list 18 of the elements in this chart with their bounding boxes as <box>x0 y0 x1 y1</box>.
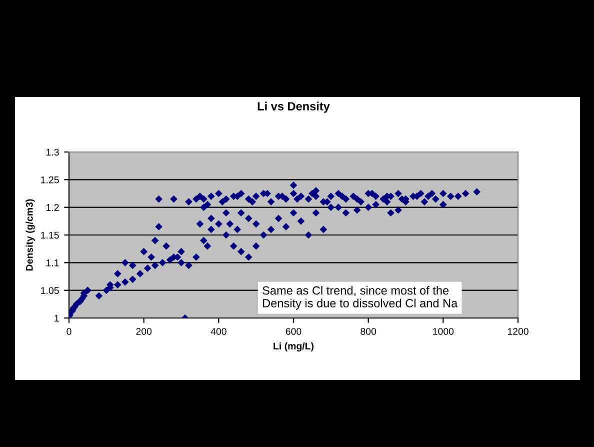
y-axis-title: Density (g/cm3) <box>26 199 35 271</box>
y-tick-label: 1.3 <box>46 148 59 156</box>
y-tick-label: 1.15 <box>41 232 59 239</box>
x-tick-label: 200 <box>136 328 152 335</box>
chart-title: Li vs Density <box>258 102 330 113</box>
x-tick-label: 1000 <box>433 328 454 335</box>
y-tick-label: 1.2 <box>46 204 59 211</box>
x-tick-label: 400 <box>210 328 226 335</box>
y-tick-label: 1.25 <box>41 176 59 184</box>
y-tick-label: 1.1 <box>46 260 59 266</box>
x-tick-label: 1200 <box>508 328 528 335</box>
x-tick-label: 800 <box>360 328 376 335</box>
y-tick-label: 1 <box>54 314 59 322</box>
annotation: Same as Cl trend, since most of the Density is due to dissolved Cl and Na <box>262 286 458 310</box>
x-tick-label: 600 <box>286 328 302 335</box>
y-tick-label: 1.05 <box>41 287 59 294</box>
x-tick-label: 0 <box>66 328 72 335</box>
x-axis-title: Li (mg/L) <box>274 342 314 352</box>
